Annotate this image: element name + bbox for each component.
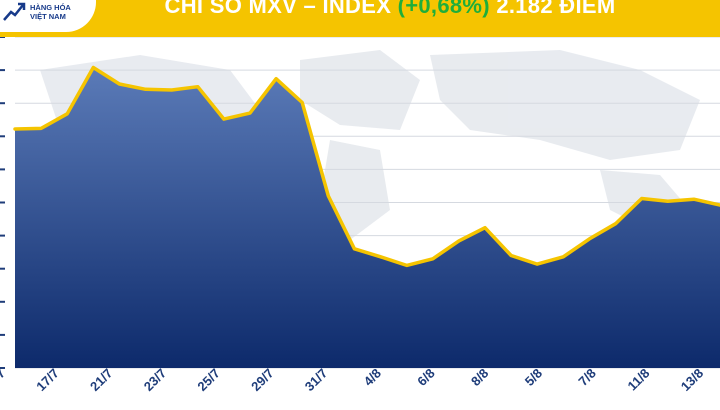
index-line	[13, 65, 720, 268]
mxv-logo: HÀNG HÓA VIỆT NAM	[0, 0, 96, 32]
header-bar	[0, 0, 720, 37]
chart-title: CHỈ SỐ MXV – INDEX (+0,68%) 2.182 ĐIỂM	[130, 0, 650, 24]
title-change: (+0,68%)	[397, 0, 490, 18]
title-suffix: 2.182 ĐIỂM	[496, 0, 616, 18]
logo-text: HÀNG HÓA VIỆT NAM	[30, 3, 71, 21]
x-tick-label: 15/7	[0, 366, 8, 395]
logo-line-2: VIỆT NAM	[30, 12, 66, 21]
y-tick-marks	[0, 36, 5, 369]
logo-line-1: HÀNG HÓA	[30, 3, 71, 12]
index-area	[15, 67, 720, 368]
logo-arrow-icon	[3, 2, 26, 21]
title-prefix: CHỈ SỐ MXV – INDEX	[164, 0, 392, 18]
